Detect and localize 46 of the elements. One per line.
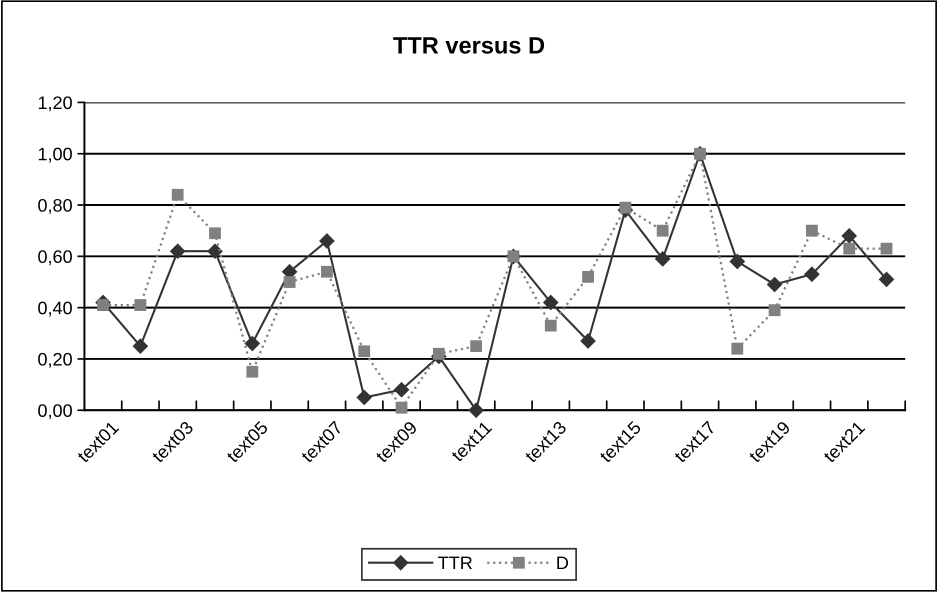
point — [97, 299, 109, 311]
point — [396, 402, 408, 414]
y-tick-label: 0,00 — [38, 404, 72, 420]
point — [656, 224, 669, 237]
point — [207, 244, 223, 259]
point — [394, 382, 410, 398]
point — [843, 242, 856, 255]
point — [172, 188, 184, 201]
point — [730, 254, 745, 270]
y-tick-label: 0,20 — [38, 352, 72, 368]
point — [544, 320, 557, 332]
point — [246, 366, 258, 378]
point — [655, 251, 670, 266]
point — [432, 348, 445, 360]
point — [580, 333, 596, 349]
y-tick-label: 1,20 — [38, 96, 72, 112]
legend-label: D — [557, 556, 568, 570]
point — [468, 402, 484, 418]
y-tick-label: 0,60 — [38, 250, 72, 266]
point — [470, 340, 482, 352]
point — [804, 266, 820, 282]
point — [619, 202, 632, 214]
chart-title: TTR versus D — [393, 37, 544, 54]
legend-label: TTR — [438, 556, 472, 570]
point — [244, 336, 260, 352]
point — [543, 294, 558, 310]
point — [582, 270, 594, 283]
point — [321, 266, 333, 278]
point — [880, 242, 892, 255]
point — [767, 276, 782, 292]
y-tick-label: 1,00 — [38, 148, 72, 163]
point — [284, 276, 296, 288]
y-tick-label: 0,80 — [38, 198, 72, 214]
point — [842, 228, 857, 244]
point — [319, 233, 334, 249]
point — [134, 299, 146, 311]
point — [209, 227, 221, 240]
point — [731, 342, 744, 355]
point — [132, 338, 148, 354]
point — [356, 390, 372, 405]
point — [768, 304, 780, 316]
point — [170, 244, 186, 259]
y-tick-label: 0,40 — [38, 302, 72, 316]
point — [878, 272, 894, 287]
point — [358, 345, 370, 358]
point — [806, 224, 818, 237]
